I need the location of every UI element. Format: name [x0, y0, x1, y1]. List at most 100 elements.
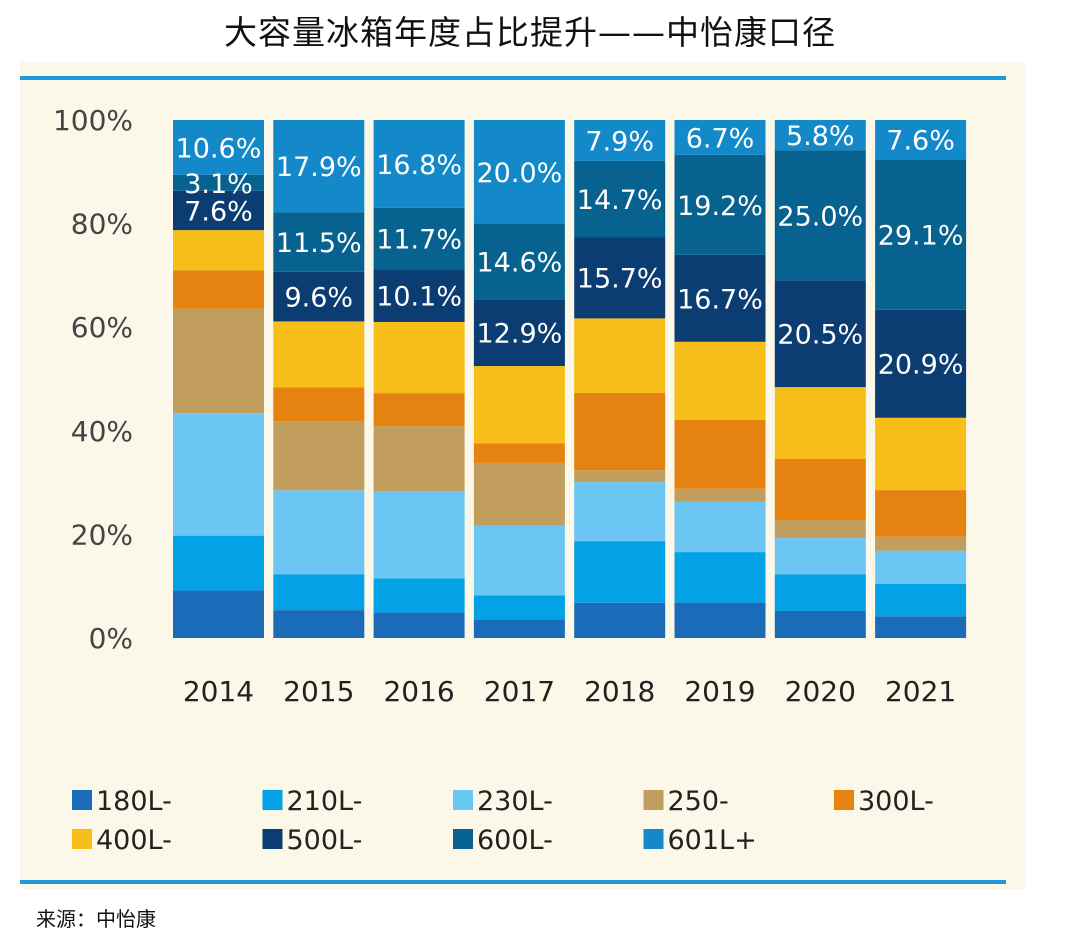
bar-segment — [574, 541, 666, 603]
x-tick-label: 2015 — [283, 675, 354, 708]
bar-segment — [473, 525, 565, 596]
bar-segment — [273, 610, 365, 638]
legend-label: 601L+ — [668, 825, 757, 856]
data-label: 3.1% — [184, 169, 253, 200]
legend-label: 600L- — [477, 825, 553, 856]
bar-segment — [273, 212, 365, 272]
bar-segment — [473, 443, 565, 463]
bar-segment — [674, 254, 766, 342]
data-label: 7.6% — [886, 126, 955, 157]
bar-segment — [373, 207, 465, 270]
bar-segment — [574, 482, 666, 542]
bar-segment — [875, 583, 967, 617]
bar-segment — [875, 490, 967, 537]
bar-segment — [173, 120, 264, 175]
bar-segment — [173, 590, 264, 638]
bar-segment — [674, 419, 766, 489]
data-label: 20.5% — [777, 320, 863, 351]
bar-segment — [273, 321, 365, 388]
bottom-divider — [20, 880, 1006, 884]
bar-segment — [373, 321, 465, 394]
data-label: 11.5% — [276, 228, 362, 259]
bar-segment — [273, 490, 365, 575]
bar-segment — [574, 392, 666, 471]
data-label: 11.7% — [376, 225, 462, 256]
y-tick-label: 0% — [89, 622, 133, 655]
bar-segment — [173, 413, 264, 536]
y-tick-label: 100% — [53, 104, 133, 137]
x-tick-label: 2020 — [785, 675, 856, 708]
data-label: 17.9% — [276, 152, 362, 183]
bar-segment — [373, 490, 465, 579]
bar-segment — [774, 280, 866, 388]
bar-segment — [774, 150, 866, 281]
bar-segment — [273, 387, 365, 422]
bar-segment — [473, 299, 565, 367]
bar-segment — [875, 120, 967, 160]
bar-segment — [373, 393, 465, 427]
data-label: 25.0% — [777, 201, 863, 232]
x-tick-label: 2017 — [484, 675, 555, 708]
bar-segment — [373, 120, 465, 208]
chart-title: 大容量冰箱年度占比提升——中怡康口径 — [224, 13, 836, 52]
bar-segment — [574, 120, 666, 161]
bar-segment — [674, 602, 766, 638]
bar-segment — [774, 387, 866, 459]
data-label: 29.1% — [878, 221, 964, 252]
data-label: 10.6% — [176, 133, 262, 164]
bar-segment — [875, 159, 967, 310]
legend-swatch — [262, 790, 283, 810]
legend-label: 230L- — [477, 786, 553, 817]
legend-label: 400L- — [96, 825, 172, 856]
legend-swatch — [643, 829, 664, 849]
x-tick-label: 2021 — [885, 675, 956, 708]
bar-segment — [373, 426, 465, 491]
data-label: 19.2% — [677, 191, 763, 222]
bar-segment — [875, 616, 967, 638]
bar-segment — [574, 602, 666, 638]
data-label: 9.6% — [284, 283, 353, 314]
x-tick-label: 2019 — [684, 675, 755, 708]
bar-segment — [674, 341, 766, 420]
bar-segment — [674, 501, 766, 553]
bar-segment — [574, 237, 666, 319]
bar-segment — [875, 309, 967, 418]
data-label: 12.9% — [477, 319, 563, 350]
legend-label: 210L- — [287, 786, 363, 817]
data-label: 20.0% — [477, 158, 563, 189]
bar-segment — [373, 269, 465, 322]
bar-segment — [273, 421, 365, 491]
data-label: 16.7% — [677, 284, 763, 315]
bar-segment — [674, 120, 766, 155]
legend-swatch — [453, 790, 473, 810]
legend-label: 500L- — [287, 825, 363, 856]
source-note: 来源：中怡康 — [36, 907, 156, 931]
x-tick-label: 2014 — [183, 675, 254, 708]
bar-segment — [875, 536, 967, 551]
bar-segment — [173, 174, 264, 191]
legend-swatch — [643, 790, 664, 810]
legend-swatch — [72, 829, 92, 849]
bar-segment — [674, 154, 766, 255]
bar-segment — [774, 120, 866, 151]
data-label: 6.7% — [686, 123, 755, 154]
bar-segment — [273, 574, 365, 611]
bar-segment — [875, 417, 967, 491]
bar-segment — [674, 488, 766, 502]
bar-segment — [473, 595, 565, 620]
x-tick-label: 2018 — [584, 675, 655, 708]
bar-segment — [774, 610, 866, 638]
data-label: 14.6% — [477, 247, 563, 278]
bar-segment — [173, 190, 264, 231]
top-divider — [20, 76, 1006, 80]
y-tick-label: 60% — [71, 311, 133, 344]
legend-label: 250- — [668, 786, 729, 817]
bar-segment — [473, 619, 565, 638]
bar-segment — [473, 366, 565, 444]
bar-segment — [774, 520, 866, 539]
bar-segment — [173, 308, 264, 414]
bar-segment — [774, 538, 866, 575]
bar-segment — [875, 550, 967, 584]
bar-segment — [173, 535, 264, 591]
